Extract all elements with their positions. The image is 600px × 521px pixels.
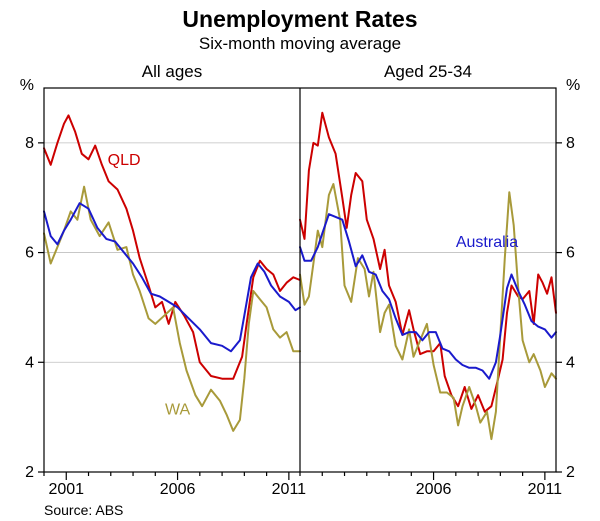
svg-text:4: 4 — [566, 354, 575, 371]
svg-text:8: 8 — [25, 135, 34, 152]
series-label-wa: WA — [165, 401, 191, 418]
svg-text:8: 8 — [566, 135, 575, 152]
svg-text:2001: 2001 — [48, 481, 84, 498]
chart-plot: 2 2 4 4 6 6 8 8%% 2001 2006 2011 2006 2011 QLD WA Austr… — [0, 0, 600, 521]
series-label-australia: Australia — [456, 234, 518, 251]
svg-text:%: % — [566, 77, 580, 94]
svg-text:2: 2 — [566, 464, 575, 481]
svg-text:2006: 2006 — [160, 481, 196, 498]
svg-text:6: 6 — [566, 245, 575, 262]
svg-text:6: 6 — [25, 245, 34, 262]
svg-text:2: 2 — [25, 464, 34, 481]
svg-text:2011: 2011 — [528, 481, 563, 498]
svg-text:4: 4 — [25, 354, 34, 371]
svg-text:%: % — [20, 77, 34, 94]
series-label-qld: QLD — [108, 152, 141, 169]
svg-text:2006: 2006 — [416, 481, 452, 498]
svg-text:2011: 2011 — [272, 481, 307, 498]
